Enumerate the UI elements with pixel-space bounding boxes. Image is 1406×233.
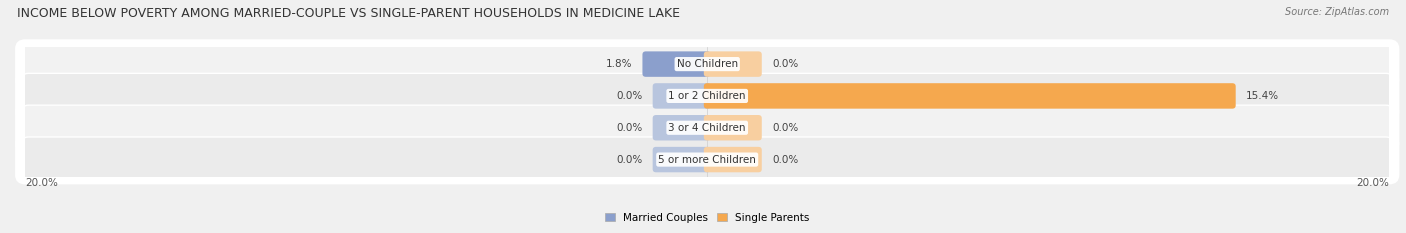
FancyBboxPatch shape (652, 147, 710, 172)
FancyBboxPatch shape (15, 71, 1399, 121)
Text: 0.0%: 0.0% (616, 91, 643, 101)
Text: 3 or 4 Children: 3 or 4 Children (668, 123, 747, 133)
FancyBboxPatch shape (643, 51, 710, 77)
FancyBboxPatch shape (20, 41, 1395, 87)
FancyBboxPatch shape (704, 115, 762, 140)
Text: 5 or more Children: 5 or more Children (658, 154, 756, 164)
FancyBboxPatch shape (652, 115, 710, 140)
FancyBboxPatch shape (15, 103, 1399, 153)
FancyBboxPatch shape (704, 147, 762, 172)
FancyBboxPatch shape (20, 137, 1395, 182)
Text: 15.4%: 15.4% (1246, 91, 1279, 101)
FancyBboxPatch shape (20, 105, 1395, 150)
FancyBboxPatch shape (15, 39, 1399, 89)
Text: 0.0%: 0.0% (772, 59, 799, 69)
Text: 1.8%: 1.8% (606, 59, 633, 69)
Text: 20.0%: 20.0% (25, 178, 58, 188)
Text: 0.0%: 0.0% (616, 123, 643, 133)
Text: 0.0%: 0.0% (772, 154, 799, 164)
FancyBboxPatch shape (15, 135, 1399, 184)
Text: INCOME BELOW POVERTY AMONG MARRIED-COUPLE VS SINGLE-PARENT HOUSEHOLDS IN MEDICIN: INCOME BELOW POVERTY AMONG MARRIED-COUPL… (17, 7, 681, 20)
Text: 1 or 2 Children: 1 or 2 Children (668, 91, 747, 101)
FancyBboxPatch shape (652, 83, 710, 109)
Text: No Children: No Children (676, 59, 738, 69)
Text: 0.0%: 0.0% (616, 154, 643, 164)
Legend: Married Couples, Single Parents: Married Couples, Single Parents (600, 208, 814, 227)
FancyBboxPatch shape (20, 73, 1395, 119)
Text: 0.0%: 0.0% (772, 123, 799, 133)
Text: 20.0%: 20.0% (1357, 178, 1389, 188)
Text: Source: ZipAtlas.com: Source: ZipAtlas.com (1285, 7, 1389, 17)
FancyBboxPatch shape (704, 51, 762, 77)
FancyBboxPatch shape (704, 83, 1236, 109)
